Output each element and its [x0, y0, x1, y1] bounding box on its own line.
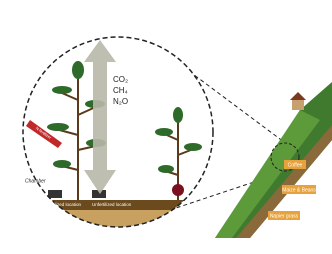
gas-label: CO₂ [113, 75, 128, 84]
location-label: Unfertilized location [92, 202, 132, 207]
land-use-label: Coffee [288, 162, 303, 168]
chamber-box [48, 190, 62, 198]
land-use-label: Maize & Beans [282, 187, 316, 193]
diagram: CO₂ CH₄ N₂O N fertilizer Chamber Fertili… [0, 0, 332, 254]
fertilizer-spot [172, 184, 184, 196]
land-use-label: Napier grass [270, 213, 299, 219]
terrace [215, 110, 320, 238]
chamber-label: Chamber [25, 178, 46, 184]
gas-label: N₂O [113, 97, 128, 106]
house-roof [290, 92, 306, 100]
location-label: Fertilized location [46, 202, 82, 207]
house [292, 100, 304, 110]
gas-label: CH₄ [113, 86, 128, 95]
